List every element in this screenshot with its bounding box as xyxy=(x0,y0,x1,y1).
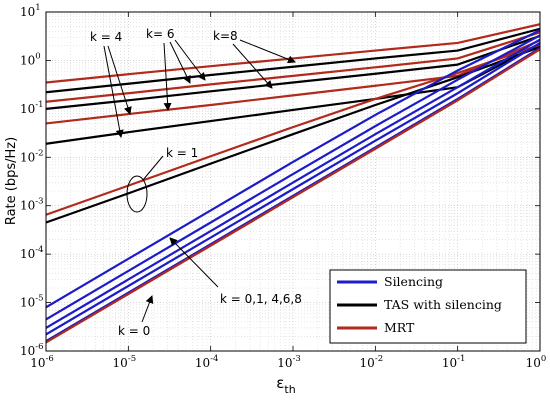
annotation-k6: k= 6 xyxy=(146,27,174,41)
y-tick-label: 10-1 xyxy=(20,100,44,116)
x-tick-label-base: 10 xyxy=(277,356,292,370)
x-tick-label-exp: -2 xyxy=(375,354,383,364)
x-tick-label-base: 10 xyxy=(113,356,128,370)
x-tick-label-base: 10 xyxy=(195,356,210,370)
y-tick-label-exp: -2 xyxy=(35,148,43,158)
y-tick-label-base: 10 xyxy=(20,296,35,310)
x-axis-label-main: ε xyxy=(276,374,284,392)
legend-label-tas: TAS with silencing xyxy=(384,297,502,312)
annotation-k8: k=8 xyxy=(213,29,238,43)
series-line-silencing-k8 xyxy=(46,29,540,309)
tick-labels: 10-6 10-5 10-4 10-3 10-2 10-1 10010-610-510-41… xyxy=(20,3,546,370)
series-line-silencing-k4 xyxy=(46,38,540,329)
y-axis-label: Rate (bps/Hz) xyxy=(4,137,19,225)
x-tick-label-exp: -4 xyxy=(210,354,218,364)
annotation-k0168: k = 0,1, 4,6,8 xyxy=(220,292,302,306)
x-tick-label: 10-6 xyxy=(30,354,54,370)
series-line-tas-with-silencing-k6 xyxy=(46,34,540,110)
y-tick-label-base: 10 xyxy=(20,102,35,116)
arrow-k8-b xyxy=(232,43,273,89)
y-tick-label-exp: 0 xyxy=(35,51,40,61)
y-tick-label-exp: -1 xyxy=(35,100,43,110)
y-tick-label: 100 xyxy=(20,51,41,67)
x-tick-label: 10-4 xyxy=(195,354,219,370)
series-layer xyxy=(46,23,540,344)
y-tick-label-base: 10 xyxy=(20,150,35,164)
arrow-k4-a xyxy=(107,45,132,115)
y-tick-label-base: 10 xyxy=(20,5,35,19)
y-tick-label-exp: 1 xyxy=(35,3,40,13)
x-tick-label: 10-2 xyxy=(360,354,384,370)
k1-ellipse-marker xyxy=(126,175,148,213)
series-line-silencing-k1 xyxy=(46,41,540,336)
x-tick-label-base: 10 xyxy=(360,356,375,370)
annotation-k4: k = 4 xyxy=(90,30,122,44)
x-tick-label: 100 xyxy=(526,354,547,370)
y-tick-label-base: 10 xyxy=(20,247,35,261)
y-tick-label: 10-4 xyxy=(20,245,44,261)
legend: Silencing TAS with silencing MRT xyxy=(329,269,527,344)
annotations: k=8 k= 6 k = 4 k = 1 k = 0,1, 4,6,8 k = … xyxy=(90,27,302,338)
series-line-silencing-k0 xyxy=(46,47,540,343)
x-tick-label-exp: -1 xyxy=(457,354,465,364)
x-tick-label-exp: -3 xyxy=(293,354,301,364)
x-axis-label-sub: th xyxy=(284,383,295,396)
y-tick-label: 10-6 xyxy=(20,342,44,358)
arrow-k6-a xyxy=(174,39,206,81)
arrow-k6-c xyxy=(163,42,172,111)
series-line-silencing-k6 xyxy=(46,34,540,321)
y-tick-label-exp: -4 xyxy=(35,245,43,255)
x-tick-label-exp: 0 xyxy=(541,354,546,364)
y-tick-label: 10-2 xyxy=(20,148,44,164)
x-tick-label-base: 10 xyxy=(30,356,45,370)
arrow-k0168 xyxy=(169,237,219,288)
annotation-k1: k = 1 xyxy=(166,146,198,160)
y-tick-label: 10-3 xyxy=(20,197,44,213)
y-tick-label: 101 xyxy=(20,3,41,19)
x-tick-label: 10-1 xyxy=(442,354,466,370)
arrow-k0 xyxy=(141,295,154,323)
x-tick-label-base: 10 xyxy=(526,356,541,370)
y-tick-label-base: 10 xyxy=(20,199,35,213)
legend-label-mrt: MRT xyxy=(384,320,415,335)
arrow-k1 xyxy=(142,155,164,181)
arrow-k6-b xyxy=(169,41,191,84)
x-tick-label: 10-5 xyxy=(113,354,137,370)
y-tick-label-exp: -5 xyxy=(35,294,43,304)
x-tick-label-base: 10 xyxy=(442,356,457,370)
y-tick-label-exp: -6 xyxy=(35,342,43,352)
series-line-mrt-k0 xyxy=(46,48,540,344)
y-tick-label-base: 10 xyxy=(20,53,35,67)
arrow-k8-a xyxy=(239,39,296,64)
y-tick-label-base: 10 xyxy=(20,344,35,358)
series-line-mrt-k6 xyxy=(46,31,540,103)
series-line-tas-with-silencing-k8 xyxy=(46,27,540,94)
x-tick-label-exp: -5 xyxy=(128,354,136,364)
axis-ticks xyxy=(45,11,541,352)
legend-label-silencing: Silencing xyxy=(384,274,443,289)
arrow-k4-b xyxy=(103,45,124,138)
x-tick-label: 10-3 xyxy=(277,354,301,370)
y-tick-label: 10-5 xyxy=(20,294,44,310)
x-tick-label-exp: -6 xyxy=(46,354,54,364)
annotation-k0: k = 0 xyxy=(118,324,150,338)
y-tick-label-exp: -3 xyxy=(35,197,43,207)
x-axis-label: εth xyxy=(276,374,295,396)
series-line-tas-with-silencing-k1 xyxy=(46,45,540,224)
